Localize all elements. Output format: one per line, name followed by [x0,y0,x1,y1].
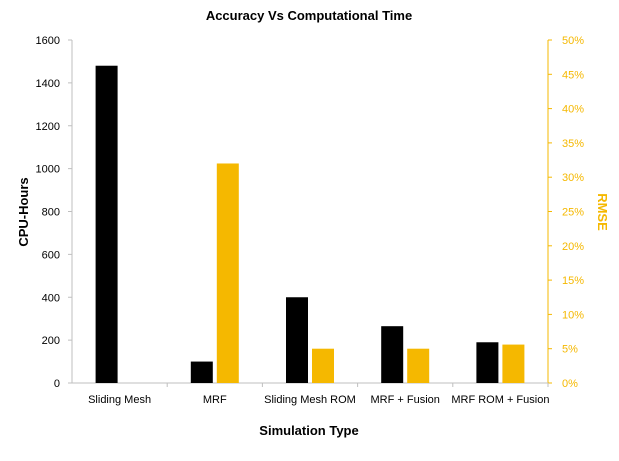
bar-rmse [312,348,334,383]
y2-tick-label: 0% [562,378,578,390]
y2-axis-title: RMSE [595,193,610,231]
y2-tick-label: 40% [562,104,584,116]
y-tick-label: 400 [42,292,60,304]
y2-tick-label: 30% [562,172,584,184]
bar-cpu-hours [95,65,118,383]
watermark-text: 知乎 @新科益 [510,429,604,446]
bar-cpu-hours [381,326,404,383]
y-tick-label: 1000 [36,164,60,176]
y2-tick-label: 25% [562,207,584,219]
x-axis-title: Simulation Type [259,423,358,438]
bar-cpu-hours [286,297,308,383]
y2-tick-label: 50% [562,35,584,47]
y-tick-label: 1600 [36,35,60,47]
x-category-label: MRF [203,394,227,406]
y2-tick-label: 45% [562,69,584,81]
y2-tick-label: 5% [562,344,578,356]
y2-tick-label: 35% [562,138,584,150]
y2-tick-label: 15% [562,275,584,287]
y-tick-label: 0 [54,378,60,390]
chart-title: Accuracy Vs Computational Time [206,8,412,23]
bar-cpu-hours [476,342,499,383]
y-tick-label: 800 [42,207,60,219]
y-axis-title: CPU-Hours [16,177,31,246]
y2-tick-label: 10% [562,309,584,321]
y-tick-label: 1400 [36,78,60,90]
bar-rmse [216,163,239,383]
plot-area: 0 200 400 600 800 1000 1200 1400 1600 0% 5% 10% 15% 2… [36,35,585,406]
y-tick-label: 200 [42,335,60,347]
x-category-label: Sliding Mesh [88,394,151,406]
bar-rmse [502,344,525,383]
x-category-label: Sliding Mesh ROM [264,394,356,406]
bar-rmse [407,348,430,383]
bar-cpu-hours [190,361,213,383]
y2-tick-label: 20% [562,241,584,253]
y-tick-label: 600 [42,249,60,261]
y-tick-label: 1200 [36,121,60,133]
x-category-label: MRF ROM + Fusion [451,394,549,406]
x-category-label: MRF + Fusion [371,394,440,406]
